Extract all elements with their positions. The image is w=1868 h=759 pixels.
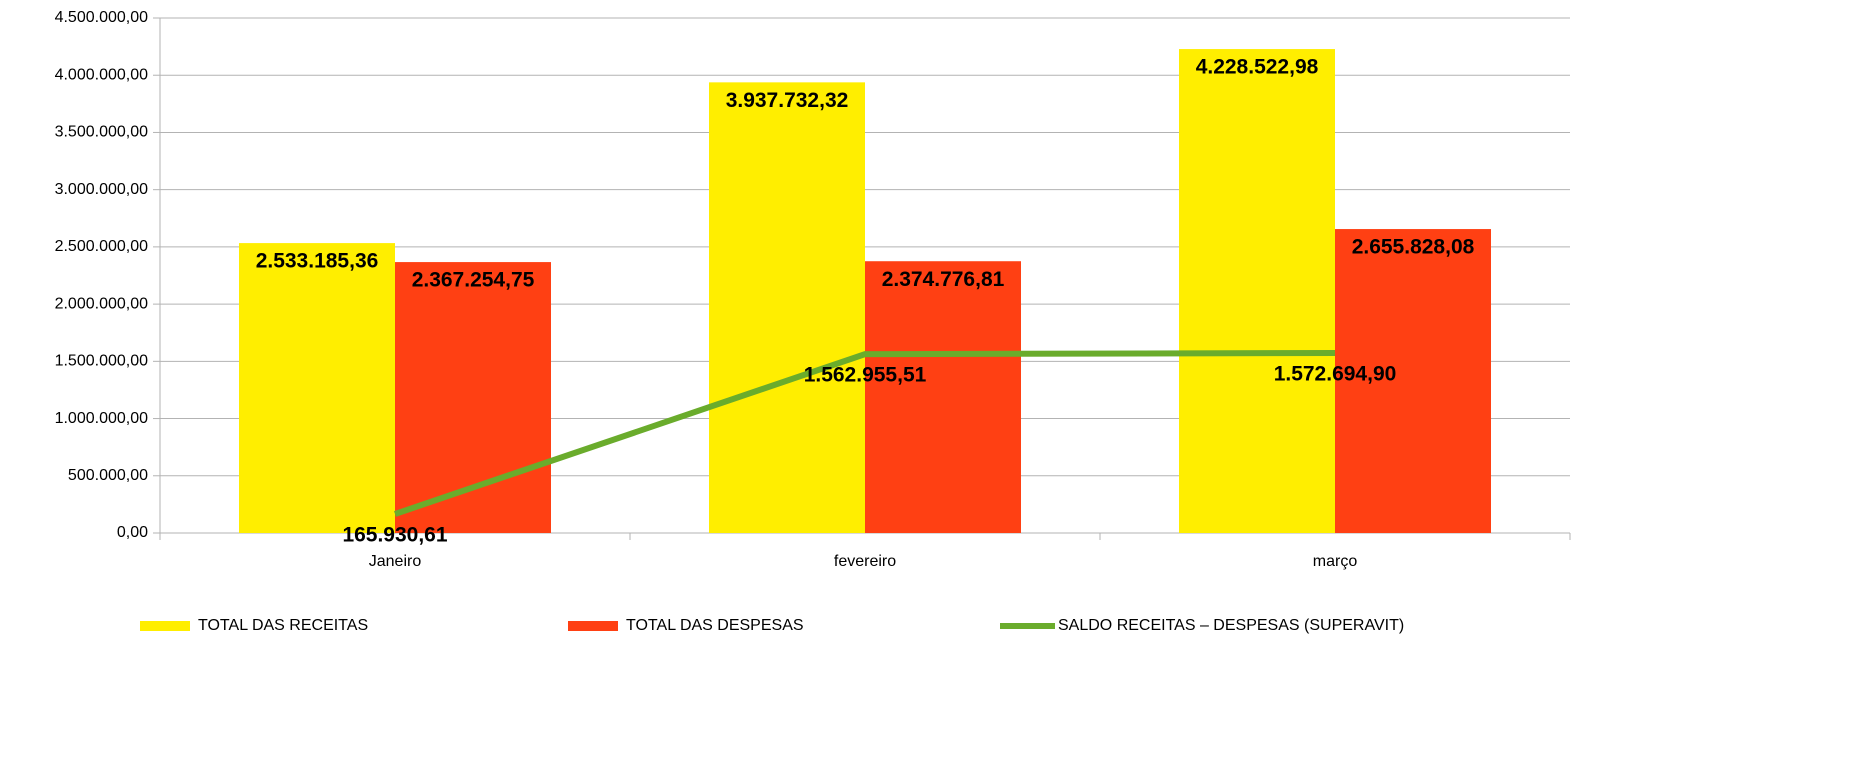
y-tick-label: 4.000.000,00: [55, 66, 149, 83]
data-label: 1.562.955,51: [804, 364, 927, 387]
bar: [1335, 229, 1491, 533]
bar: [709, 82, 865, 533]
y-tick-label: 3.500.000,00: [55, 124, 149, 141]
y-tick-label: 2.500.000,00: [55, 238, 149, 255]
bar: [239, 243, 395, 533]
legend-swatch: [140, 621, 190, 631]
data-label: 3.937.732,32: [726, 89, 849, 112]
data-label: 2.533.185,36: [256, 250, 379, 273]
data-label: 2.367.254,75: [412, 269, 535, 292]
y-tick-label: 4.500.000,00: [55, 9, 149, 26]
y-tick-label: 1.500.000,00: [55, 353, 149, 370]
line: [394, 350, 1336, 517]
data-label: 2.374.776,81: [882, 268, 1005, 291]
data-label: 165.930,61: [342, 524, 447, 547]
bar: [865, 261, 1021, 533]
legend-label: TOTAL DAS DESPESAS: [626, 617, 804, 634]
data-label: 2.655.828,08: [1352, 236, 1475, 259]
legend-swatch: [568, 621, 618, 631]
y-tick-label: 3.000.000,00: [55, 181, 149, 198]
y-tick-label: 500.000,00: [68, 467, 148, 484]
y-tick-label: 0,00: [117, 524, 148, 541]
x-tick-label: Janeiro: [369, 553, 422, 570]
legend-label: TOTAL DAS RECEITAS: [198, 617, 368, 634]
x-tick-label: fevereiro: [834, 553, 896, 570]
data-label: 1.572.694,90: [1274, 363, 1397, 386]
bar: [1179, 49, 1335, 534]
y-tick-label: 1.000.000,00: [55, 410, 149, 427]
legend-label: SALDO RECEITAS – DESPESAS (SUPERAVIT): [1058, 617, 1404, 634]
bar: [395, 262, 551, 533]
y-tick-label: 2.000.000,00: [55, 295, 149, 312]
x-tick-label: março: [1313, 553, 1358, 570]
data-label: 4.228.522,98: [1196, 56, 1319, 79]
